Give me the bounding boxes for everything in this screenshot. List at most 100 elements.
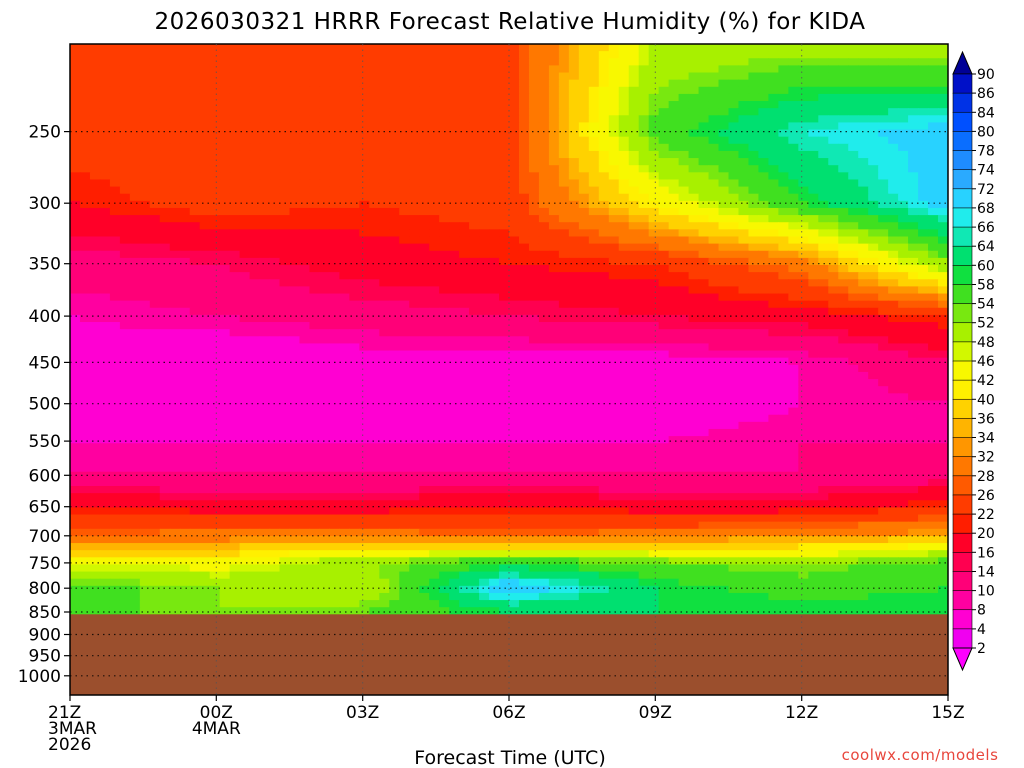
heat-cell xyxy=(369,193,380,202)
heat-cell xyxy=(359,357,370,366)
heat-cell xyxy=(229,101,241,109)
heat-cell xyxy=(149,72,161,81)
heat-cell xyxy=(528,236,540,245)
heat-cell xyxy=(319,421,331,430)
heat-cell xyxy=(359,336,370,345)
heat-cell xyxy=(708,136,720,145)
heat-cell xyxy=(269,322,281,330)
heat-cell xyxy=(269,158,281,166)
heat-cell xyxy=(868,136,879,145)
heat-cell xyxy=(219,122,231,131)
heat-cell xyxy=(119,265,131,273)
heat-cell xyxy=(738,79,750,88)
heat-cell xyxy=(598,215,610,223)
heat-cell xyxy=(489,293,500,302)
heat-cell xyxy=(199,386,211,394)
heat-cell xyxy=(169,357,181,366)
heat-cell xyxy=(818,314,829,323)
heat-cell xyxy=(518,443,530,451)
heat-cell xyxy=(499,272,510,280)
heat-cell xyxy=(568,79,580,88)
heat-cell xyxy=(738,58,750,66)
heat-cell xyxy=(918,250,929,259)
heat-cell xyxy=(99,357,111,366)
heat-cell xyxy=(668,158,680,166)
heat-cell xyxy=(209,101,221,109)
heat-cell xyxy=(89,329,101,337)
heat-cell xyxy=(219,272,231,280)
heat-cell xyxy=(259,51,271,59)
heat-cell xyxy=(309,115,321,124)
heat-cell xyxy=(908,51,919,59)
heat-cell xyxy=(788,250,799,259)
heat-cell xyxy=(319,207,331,216)
heat-cell xyxy=(209,222,221,230)
heat-cell xyxy=(119,364,131,373)
heat-cell xyxy=(858,93,869,102)
heat-cell xyxy=(648,51,660,59)
heat-cell xyxy=(708,286,720,295)
heat-cell xyxy=(329,108,340,116)
heat-cell xyxy=(89,215,101,223)
heat-cell xyxy=(339,265,350,273)
heat-cell xyxy=(309,243,321,252)
heat-cell xyxy=(119,336,131,345)
heat-cell xyxy=(349,400,360,409)
heat-cell xyxy=(339,300,350,309)
heat-cell xyxy=(359,108,370,116)
heat-cell xyxy=(459,122,470,131)
heat-cell xyxy=(509,421,520,430)
heat-cell xyxy=(788,421,799,430)
heat-cell xyxy=(159,386,171,394)
heat-cell xyxy=(728,400,740,409)
heat-cell xyxy=(708,200,720,209)
heat-cell xyxy=(718,421,730,430)
heat-cell xyxy=(648,222,660,230)
heat-cell xyxy=(179,215,191,223)
heat-cell xyxy=(189,379,201,387)
heat-cell xyxy=(878,143,889,152)
heat-cell xyxy=(219,379,231,387)
heat-cell xyxy=(538,86,550,95)
heat-cell xyxy=(249,200,261,209)
heat-cell xyxy=(578,279,590,287)
heat-cell xyxy=(688,222,700,230)
heat-cell xyxy=(588,179,600,188)
heat-cell xyxy=(748,300,760,309)
heat-cell xyxy=(489,229,500,238)
heat-cell xyxy=(469,186,480,195)
heat-cell xyxy=(459,428,470,437)
heat-cell xyxy=(928,393,939,402)
heat-cell xyxy=(369,200,380,209)
heat-cell xyxy=(189,143,201,152)
heat-cell xyxy=(79,58,91,66)
heat-cell xyxy=(359,400,370,409)
heat-cell xyxy=(698,193,710,202)
heat-cell xyxy=(668,443,680,451)
heat-cell xyxy=(898,314,909,323)
heat-cell xyxy=(399,364,410,373)
heat-cell xyxy=(479,243,490,252)
heat-cell xyxy=(119,329,131,337)
heat-cell xyxy=(748,257,760,266)
heat-cell xyxy=(409,222,420,230)
heat-cell xyxy=(159,300,171,309)
heat-cell xyxy=(558,44,570,52)
heat-cell xyxy=(169,300,181,309)
heat-cell xyxy=(379,215,390,223)
heat-cell xyxy=(289,193,301,202)
heat-cell xyxy=(159,101,171,109)
heat-cell xyxy=(259,364,271,373)
heat-cell xyxy=(449,179,460,188)
heat-cell xyxy=(269,364,281,373)
heat-cell xyxy=(568,336,580,345)
heat-cell xyxy=(758,108,770,116)
heat-cell xyxy=(109,207,121,216)
heat-cell xyxy=(658,265,670,273)
heat-cell xyxy=(858,243,869,252)
heat-cell xyxy=(698,150,710,159)
heat-cell xyxy=(489,357,500,366)
heat-cell xyxy=(359,257,370,266)
heat-cell xyxy=(479,179,490,188)
heat-cell xyxy=(928,79,939,88)
